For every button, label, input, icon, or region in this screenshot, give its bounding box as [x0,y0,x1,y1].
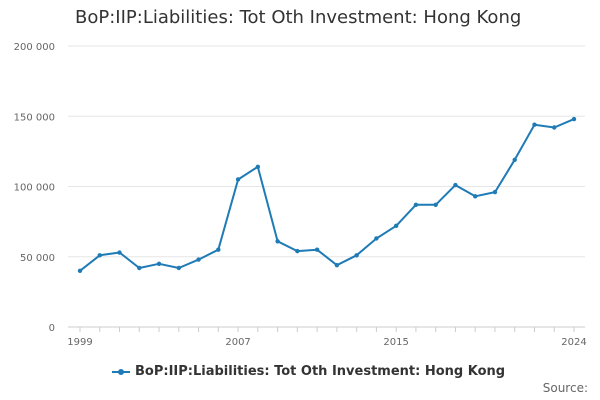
data-point [196,257,201,262]
data-point [393,223,399,229]
data-point [97,253,102,258]
data-point [354,253,359,258]
data-point [334,262,340,268]
data-point [295,248,300,254]
data-point [117,250,122,255]
data-point [176,265,181,271]
series-line [79,118,575,272]
legend-line-marker-icon [112,368,130,375]
x-tick-label: 2015 [383,337,408,348]
data-point [137,265,142,271]
x-tick-label: 2024 [561,337,586,348]
y-tick-label: 50 000 [20,253,55,264]
data-point [571,116,577,122]
legend-label: BoP:IIP:Liabilities: Tot Oth Investment:… [135,364,506,379]
data-point [314,247,320,252]
data-point [413,202,419,207]
data-point [532,122,537,127]
y-tick-label: 150 000 [14,112,55,123]
data-point [77,268,83,273]
data-point [275,239,280,244]
data-point [473,194,478,199]
chart-title: BoP:IIP:Liabilities: Tot Oth Investment:… [75,7,522,28]
data-point [374,236,379,241]
data-point [492,189,498,195]
x-tick-label: 1999 [67,337,92,348]
y-tick-label: 200 000 [14,42,55,53]
data-point [512,157,517,163]
data-point [216,247,221,252]
legend[interactable]: BoP:IIP:Liabilities: Tot Oth Investment:… [112,364,505,379]
data-point [552,125,557,130]
source-label: Source: [542,381,588,395]
data-point [433,202,438,207]
y-tick-label: 0 [49,323,55,334]
data-point [235,177,241,182]
x-tick-label: 2007 [225,337,250,348]
data-point [453,182,458,188]
data-point [156,261,162,266]
y-tick-label: 100 000 [14,183,55,194]
data-point [255,164,261,170]
